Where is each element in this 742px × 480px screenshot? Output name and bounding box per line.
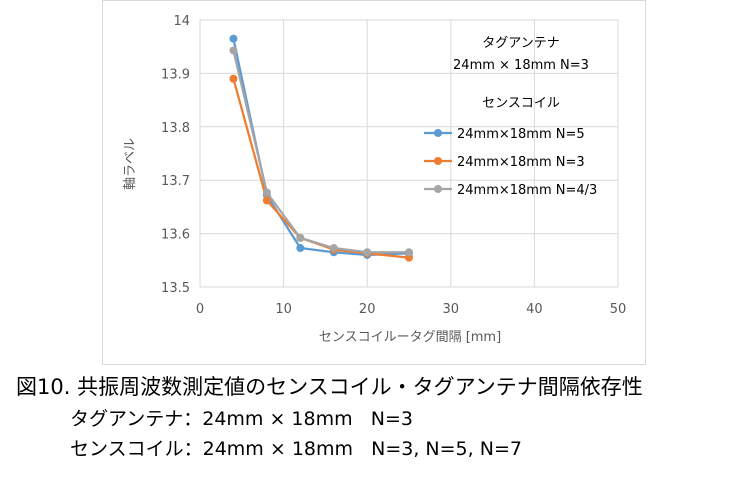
y-tick-label: 13.9 xyxy=(161,67,190,82)
series-line xyxy=(232,38,410,257)
x-tick-label: 50 xyxy=(610,302,627,317)
y-axis-title: 軸ラベル xyxy=(123,138,138,190)
y-tick-label: 13.6 xyxy=(161,228,190,243)
legend-marker xyxy=(434,185,442,193)
x-tick-label: 10 xyxy=(275,302,292,317)
data-point xyxy=(229,34,238,43)
legend: タグアンテナ 24mm × 18mm N=3 センスコイル 24mm×18mm … xyxy=(424,36,597,198)
y-tick-labels: 13.5 13.6 13.7 13.8 13.9 14 xyxy=(161,14,190,296)
legend-marker xyxy=(434,157,442,165)
data-point xyxy=(262,188,271,197)
data-point xyxy=(296,233,305,242)
figure-caption-tag-antenna: タグアンテナ：24mm × 18mm N=3 xyxy=(70,408,413,430)
series-line xyxy=(232,78,410,259)
data-point xyxy=(229,74,238,83)
chart-svg: 13.513.613.713.813.914 0 10 20 30 40 50 軸ラベル … xyxy=(123,14,626,345)
data-point xyxy=(329,244,338,253)
legend-marker xyxy=(434,129,442,137)
y-tick-label: 14 xyxy=(173,14,190,29)
y-tick-label: 13.5 xyxy=(161,281,190,296)
x-axis-title: センスコイルータグ間隔 [mm] xyxy=(319,330,501,345)
x-tick-label: 0 xyxy=(196,302,204,317)
series-line xyxy=(232,50,409,254)
x-tick-label: 20 xyxy=(359,302,376,317)
series-3 xyxy=(229,46,413,257)
data-point xyxy=(405,248,413,257)
x-tick-label: 30 xyxy=(443,302,460,317)
chart-area: 13.5 13.6 13.7 13.8 13.9 14 0 10 20 30 40 50 軸ラベル … xyxy=(102,0,646,365)
data-point xyxy=(363,248,372,257)
data-point xyxy=(262,196,271,205)
legend-tag-antenna-heading: タグアンテナ xyxy=(482,36,559,51)
figure-caption-sense-coil: センスコイル：24mm × 18mm N=3, N=5, N=7 xyxy=(70,438,522,460)
x-tick-labels: 0 10 20 30 40 50 xyxy=(196,302,626,317)
y-tick-label: 13.7 xyxy=(161,174,190,189)
series-layer xyxy=(229,34,413,262)
x-tick-label: 40 xyxy=(526,302,543,317)
grid-layer xyxy=(199,19,619,288)
data-point xyxy=(229,46,238,55)
legend-items: 24mm×18mm N=5 24mm×18mm N=3 24mm×18mm N=4/… xyxy=(424,127,597,198)
data-point xyxy=(296,244,305,253)
figure-caption-title: 図10. 共振周波数測定値のセンスコイル・タグアンテナ間隔依存性 xyxy=(16,375,643,399)
legend-item-2: 24mm×18mm N=3 xyxy=(424,155,585,170)
legend-label: 24mm×18mm N=5 xyxy=(457,127,585,142)
legend-item-1: 24mm×18mm N=5 xyxy=(424,127,585,142)
y-tick-label: 13.8 xyxy=(161,121,190,136)
legend-tag-antenna-spec: 24mm × 18mm N=3 xyxy=(453,58,589,73)
legend-label: 24mm×18mm N=3 xyxy=(457,155,585,170)
legend-sense-coil-heading: センスコイル xyxy=(482,96,560,111)
legend-item-3: 24mm×18mm N=4/3 xyxy=(424,183,597,198)
legend-label: 24mm×18mm N=4/3 xyxy=(457,183,597,198)
